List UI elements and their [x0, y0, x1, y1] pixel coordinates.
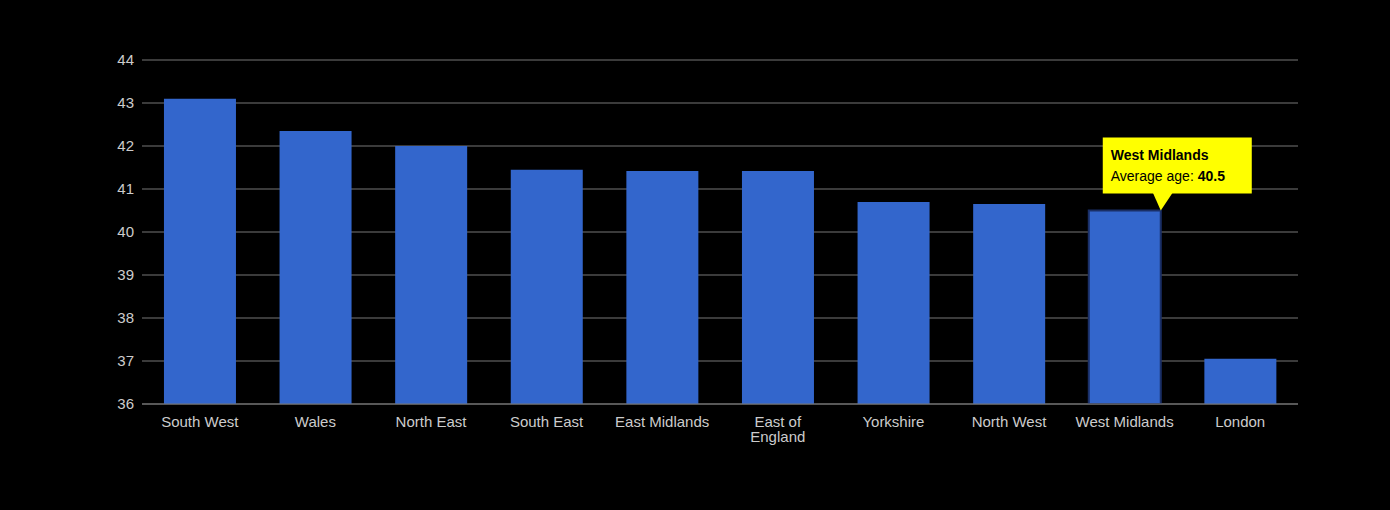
svg-text:41: 41	[117, 180, 134, 197]
svg-text:37: 37	[117, 352, 134, 369]
svg-text:West Midlands: West Midlands	[1076, 413, 1174, 430]
svg-text:Yorkshire: Yorkshire	[862, 413, 924, 430]
svg-text:42: 42	[117, 137, 134, 154]
svg-text:40: 40	[117, 223, 134, 240]
svg-text:North East: North East	[396, 413, 468, 430]
svg-text:39: 39	[117, 266, 134, 283]
svg-text:South West: South West	[161, 413, 239, 430]
svg-text:38: 38	[117, 309, 134, 326]
svg-text:East Midlands: East Midlands	[615, 413, 709, 430]
svg-text:West Midlands: West Midlands	[1111, 147, 1209, 163]
svg-text:44: 44	[117, 51, 134, 68]
svg-text:43: 43	[117, 94, 134, 111]
svg-text:Wales: Wales	[295, 413, 336, 430]
svg-text:South East: South East	[510, 413, 584, 430]
svg-text:London: London	[1215, 413, 1265, 430]
svg-text:36: 36	[117, 395, 134, 412]
svg-text:North West: North West	[972, 413, 1048, 430]
svg-text:East ofEngland: East ofEngland	[750, 413, 805, 445]
svg-text:Average age: 40.5: Average age: 40.5	[1111, 168, 1225, 184]
